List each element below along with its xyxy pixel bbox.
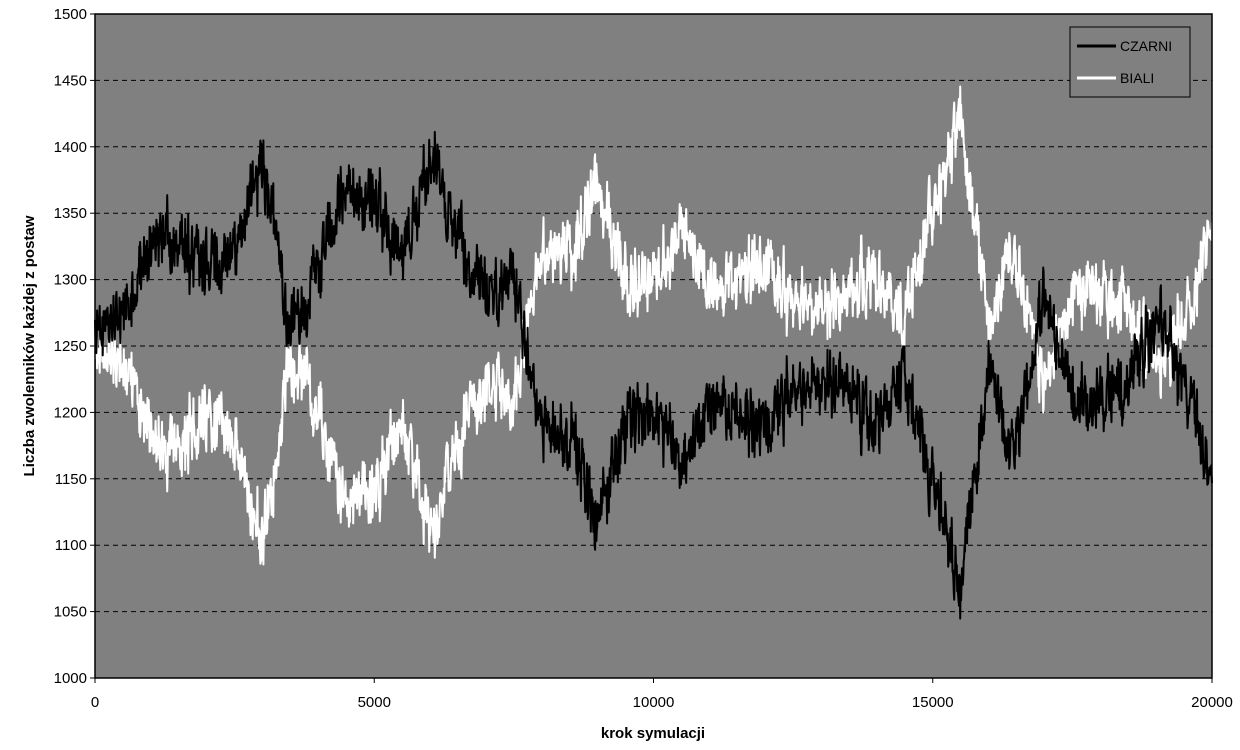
y-tick-label: 1050 bbox=[54, 604, 87, 621]
y-tick-label: 1400 bbox=[54, 139, 87, 156]
x-tick-label: 20000 bbox=[1191, 694, 1233, 711]
x-tick-label: 5000 bbox=[358, 694, 391, 711]
legend-label-czarni: CZARNI bbox=[1120, 38, 1172, 54]
y-tick-label: 1250 bbox=[54, 338, 87, 355]
x-tick-label: 0 bbox=[91, 694, 99, 711]
y-tick-label: 1300 bbox=[54, 272, 87, 289]
y-tick-label: 1150 bbox=[55, 471, 87, 488]
y-tick-label: 1100 bbox=[55, 537, 87, 554]
y-axis-title: Liczba zwolenników każdej z postaw bbox=[21, 215, 38, 476]
legend: CZARNI BIALI bbox=[1069, 26, 1191, 98]
y-tick-label: 1200 bbox=[54, 404, 87, 421]
y-axis: 1000 1050 1100 1150 1200 1250 1300 1350 1400 1450… bbox=[54, 6, 95, 687]
legend-label-biali: BIALI bbox=[1120, 70, 1154, 86]
y-tick-label: 1450 bbox=[54, 72, 87, 89]
y-tick-label: 1350 bbox=[54, 205, 87, 222]
series-layer bbox=[94, 85, 1213, 620]
x-tick-label: 10000 bbox=[633, 694, 675, 711]
x-tick-label: 15000 bbox=[912, 694, 954, 711]
y-tick-label: 1000 bbox=[54, 670, 87, 687]
y-tick-label: 1500 bbox=[54, 6, 87, 23]
series-line-czarni bbox=[94, 130, 1213, 620]
x-axis: 0 5000 10000 15000 20000 bbox=[91, 678, 1233, 711]
legend-box bbox=[1069, 26, 1191, 98]
series-line-biali bbox=[94, 85, 1213, 566]
x-axis-title: krok symulacji bbox=[601, 725, 705, 742]
